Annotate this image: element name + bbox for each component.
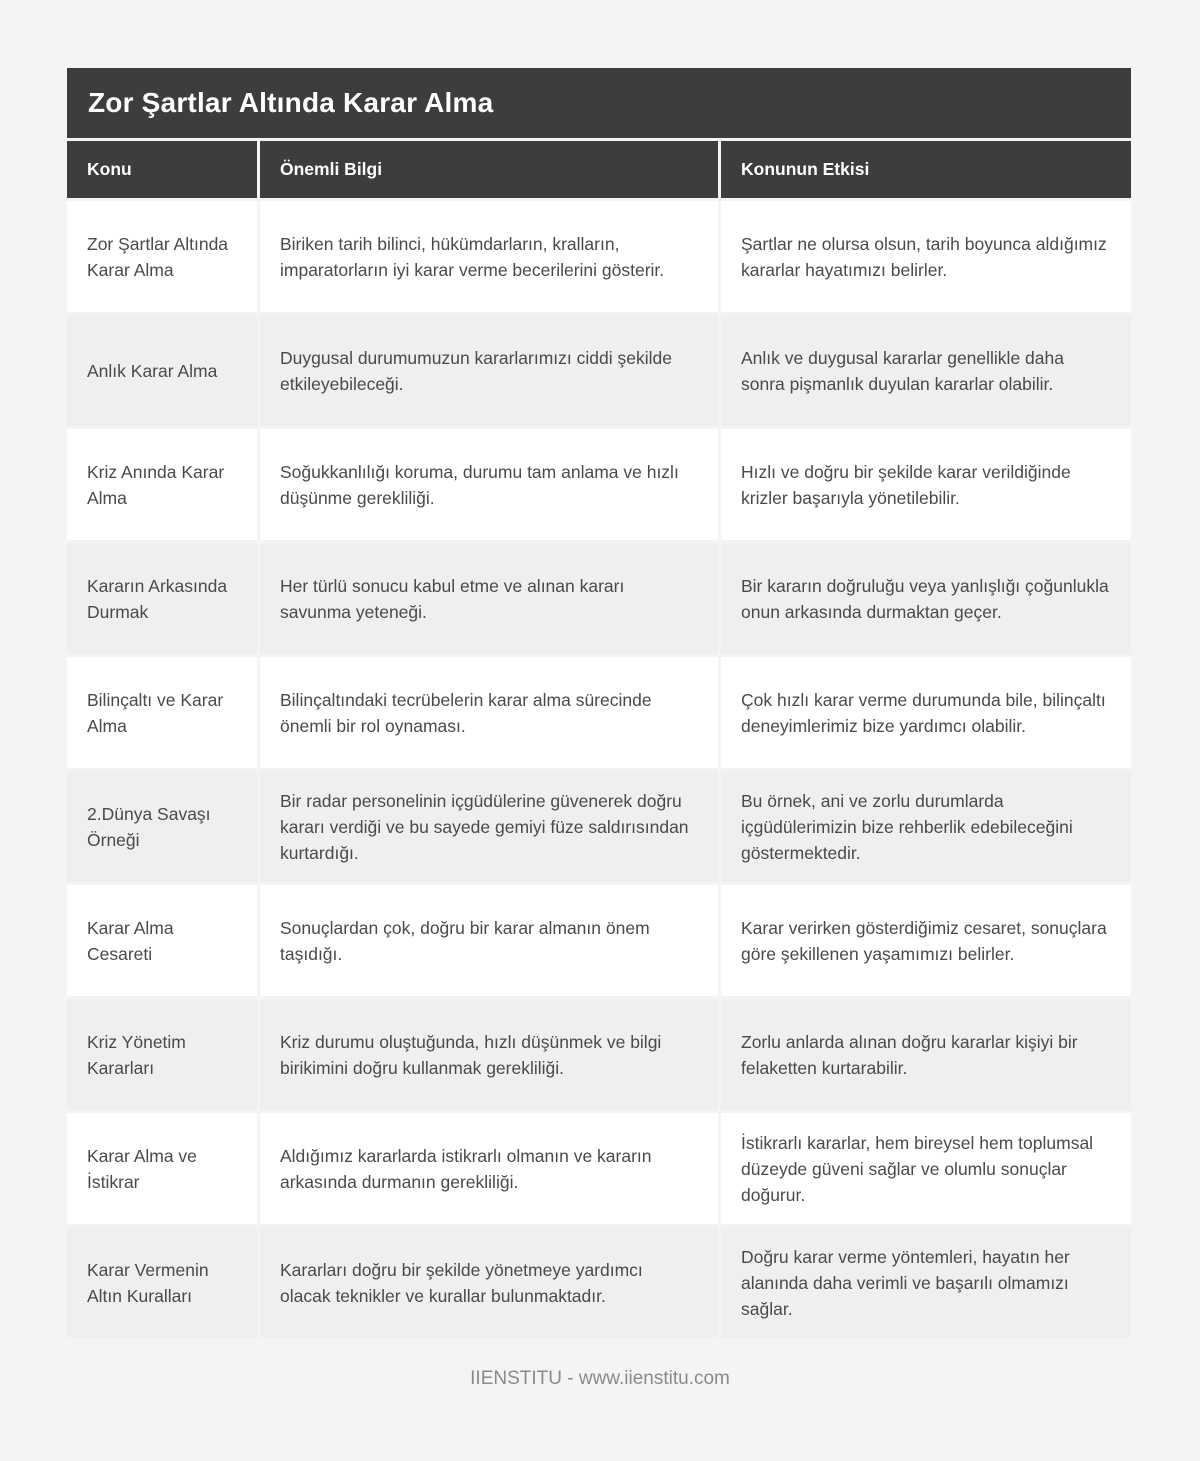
cell-etki: Bir kararın doğruluğu veya yanlışlığı ço…	[721, 543, 1131, 654]
table-row: 2.Dünya Savaşı Örneği Bir radar personel…	[67, 771, 1131, 882]
cell-konu: Bilinçaltı ve Karar Alma	[67, 657, 257, 768]
column-header-konu: Konu	[67, 141, 257, 198]
footer-branding: IIENSTITU - www.iienstitu.com	[470, 1368, 730, 1389]
table-header-row: Konu Önemli Bilgi Konunun Etkisi	[67, 141, 1131, 198]
cell-etki: Karar verirken gösterdiğimiz cesaret, so…	[721, 885, 1131, 996]
table-row: Karar Vermenin Altın Kuralları Kararları…	[67, 1227, 1131, 1338]
table-row: Kriz Anında Karar Alma Soğukkanlılığı ko…	[67, 429, 1131, 540]
cell-etki: Çok hızlı karar verme durumunda bile, bi…	[721, 657, 1131, 768]
cell-konu: Karar Alma ve İstikrar	[67, 1113, 257, 1224]
column-header-onemli-bilgi: Önemli Bilgi	[260, 141, 718, 198]
cell-bilgi: Sonuçlardan çok, doğru bir karar almanın…	[260, 885, 718, 996]
cell-etki: Zorlu anlarda alınan doğru kararlar kişi…	[721, 999, 1131, 1110]
cell-bilgi: Biriken tarih bilinci, hükümdarların, kr…	[260, 201, 718, 312]
table-row: Kararın Arkasında Durmak Her türlü sonuc…	[67, 543, 1131, 654]
cell-konu: Kararın Arkasında Durmak	[67, 543, 257, 654]
cell-bilgi: Aldığımız kararlarda istikrarlı olmanın …	[260, 1113, 718, 1224]
table-row: Bilinçaltı ve Karar Alma Bilinçaltındaki…	[67, 657, 1131, 768]
cell-konu: Kriz Yönetim Kararları	[67, 999, 257, 1110]
cell-bilgi: Duygusal durumumuzun kararlarımızı ciddi…	[260, 315, 718, 426]
cell-konu: Kriz Anında Karar Alma	[67, 429, 257, 540]
cell-bilgi: Soğukkanlılığı koruma, durumu tam anlama…	[260, 429, 718, 540]
cell-konu: Zor Şartlar Altında Karar Alma	[67, 201, 257, 312]
table-row: Karar Alma ve İstikrar Aldığımız kararla…	[67, 1113, 1131, 1224]
cell-bilgi: Her türlü sonucu kabul etme ve alınan ka…	[260, 543, 718, 654]
cell-bilgi: Bir radar personelinin içgüdülerine güve…	[260, 771, 718, 882]
cell-etki: Hızlı ve doğru bir şekilde karar verildi…	[721, 429, 1131, 540]
cell-etki: Şartlar ne olursa olsun, tarih boyunca a…	[721, 201, 1131, 312]
column-header-konunun-etkisi: Konunun Etkisi	[721, 141, 1131, 198]
table-row: Karar Alma Cesareti Sonuçlardan çok, doğ…	[67, 885, 1131, 996]
cell-etki: Anlık ve duygusal kararlar genellikle da…	[721, 315, 1131, 426]
cell-konu: 2.Dünya Savaşı Örneği	[67, 771, 257, 882]
cell-konu: Anlık Karar Alma	[67, 315, 257, 426]
table-row: Zor Şartlar Altında Karar Alma Biriken t…	[67, 201, 1131, 312]
cell-etki: Bu örnek, ani ve zorlu durumlarda içgüdü…	[721, 771, 1131, 882]
cell-konu: Karar Alma Cesareti	[67, 885, 257, 996]
cell-konu: Karar Vermenin Altın Kuralları	[67, 1227, 257, 1338]
cell-bilgi: Kararları doğru bir şekilde yönetmeye ya…	[260, 1227, 718, 1338]
cell-etki: İstikrarlı kararlar, hem bireysel hem to…	[721, 1113, 1131, 1224]
cell-etki: Doğru karar verme yöntemleri, hayatın he…	[721, 1227, 1131, 1338]
cell-bilgi: Kriz durumu oluştuğunda, hızlı düşünmek …	[260, 999, 718, 1110]
decision-table: Zor Şartlar Altında Karar Alma Konu Önem…	[67, 68, 1131, 1341]
cell-bilgi: Bilinçaltındaki tecrübelerin karar alma …	[260, 657, 718, 768]
table-row: Anlık Karar Alma Duygusal durumumuzun ka…	[67, 315, 1131, 426]
page-title: Zor Şartlar Altında Karar Alma	[67, 68, 1131, 138]
table-row: Kriz Yönetim Kararları Kriz durumu oluşt…	[67, 999, 1131, 1110]
